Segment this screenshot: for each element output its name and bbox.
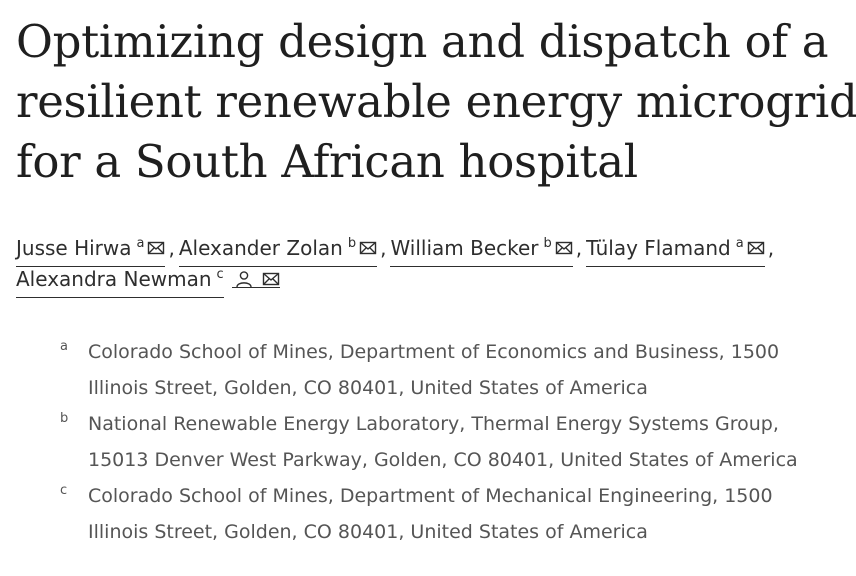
mail-icon (359, 239, 377, 257)
mail-icon (555, 239, 573, 257)
affiliation-line: 15013 Denver West Parkway, Golden, CO 80… (88, 449, 798, 471)
affiliation-marker: b (543, 236, 552, 251)
affiliation-c: c Colorado School of Mines, Department o… (60, 478, 850, 550)
affiliation-marker: a (136, 236, 145, 251)
affiliation-marker: a (735, 236, 744, 251)
affiliation-mark: a (60, 339, 68, 354)
affiliation-line: Colorado School of Mines, Department of … (88, 485, 773, 507)
author-link-becker[interactable]: William Becker b (390, 235, 573, 267)
affiliation-marker: c (216, 267, 224, 282)
article-title: Optimizing design and dispatch of a resi… (16, 12, 856, 192)
author-link-newman[interactable]: Alexandra Newman c (16, 266, 224, 298)
affiliation-line: Colorado School of Mines, Department of … (88, 341, 780, 363)
corresponding-author-link[interactable] (231, 268, 280, 288)
author-row: Alexandra Newman c (16, 266, 846, 302)
affiliation-line: Illinois Street, Golden, CO 80401, Unite… (88, 521, 648, 543)
author-separator: , (380, 236, 387, 260)
author-list: Jusse Hirwa a , Alexander Zolan b , Will… (16, 230, 846, 302)
affiliation-mark: c (60, 483, 68, 498)
title-line: Optimizing design and dispatch of a (16, 15, 829, 68)
author-name: Alexandra Newman (16, 267, 212, 291)
affiliation-a: a Colorado School of Mines, Department o… (60, 334, 850, 406)
author-link-flamand[interactable]: Tülay Flamand a (586, 235, 765, 267)
affiliation-line: National Renewable Energy Laboratory, Th… (88, 413, 779, 435)
affiliation-marker: b (347, 236, 357, 251)
affiliation-b: b National Renewable Energy Laboratory, … (60, 406, 850, 478)
affiliation-line: Illinois Street, Golden, CO 80401, Unite… (88, 377, 648, 399)
affiliation-list: a Colorado School of Mines, Department o… (60, 334, 850, 550)
author-link-hirwa[interactable]: Jusse Hirwa a (16, 235, 166, 267)
author-separator: , (767, 236, 775, 260)
affiliation-mark: b (60, 411, 69, 426)
author-name: Alexander Zolan (178, 236, 343, 260)
author-row: Jusse Hirwa a , Alexander Zolan b , Will… (16, 230, 846, 267)
mail-icon (147, 239, 165, 257)
author-separator: , (168, 236, 175, 260)
author-link-zolan[interactable]: Alexander Zolan b (178, 235, 378, 267)
person-icon (235, 270, 253, 288)
mail-icon (747, 239, 765, 257)
author-name: William Becker (390, 236, 539, 260)
author-separator: , (575, 236, 583, 260)
author-name: Tülay Flamand (586, 236, 731, 260)
title-line: resilient renewable energy microgrid (16, 75, 856, 128)
author-name: Jusse Hirwa (16, 236, 132, 260)
title-line: for a South African hospital (16, 135, 638, 188)
mail-icon (262, 270, 280, 288)
